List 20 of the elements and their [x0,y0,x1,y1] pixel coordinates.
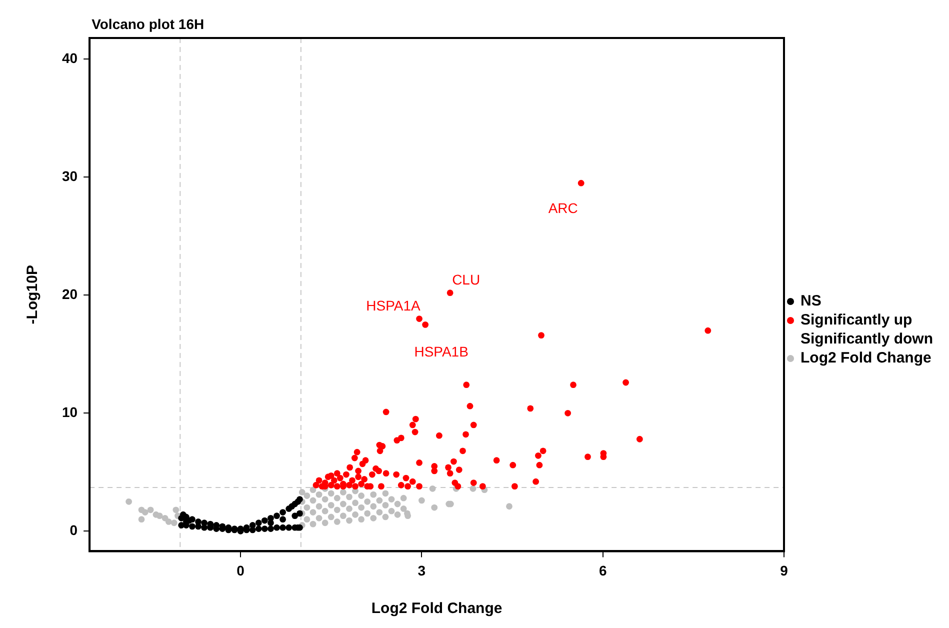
x-tick-label: 0 [236,562,245,578]
annotation: HSPA1B [414,344,468,360]
text: Significantly down [800,330,934,348]
legend-label: Significantly up [800,312,912,329]
x-tick-label: 6 [598,562,607,578]
annotation: ARC [548,200,578,216]
x-tick-label: 9 [780,562,788,578]
legend-label: NS [800,292,822,310]
y-tick-label: 0 [70,522,78,538]
y-tick-label: 40 [62,50,78,66]
x-axis-title: Log2 Fold Change [371,600,502,618]
y-tick-label: 10 [62,404,78,420]
x-tick-label: 3 [418,562,426,578]
y-tick-label: 20 [62,286,78,302]
legend-label: Log2 Fold Change [800,350,932,367]
y-axis-title: -Log10P [24,265,42,324]
y-tick-label: 30 [62,168,78,184]
annotation: HSPA1A [366,298,422,314]
annotation: CLU [452,272,480,288]
chart-title: Volcano plot 16H [92,16,204,32]
